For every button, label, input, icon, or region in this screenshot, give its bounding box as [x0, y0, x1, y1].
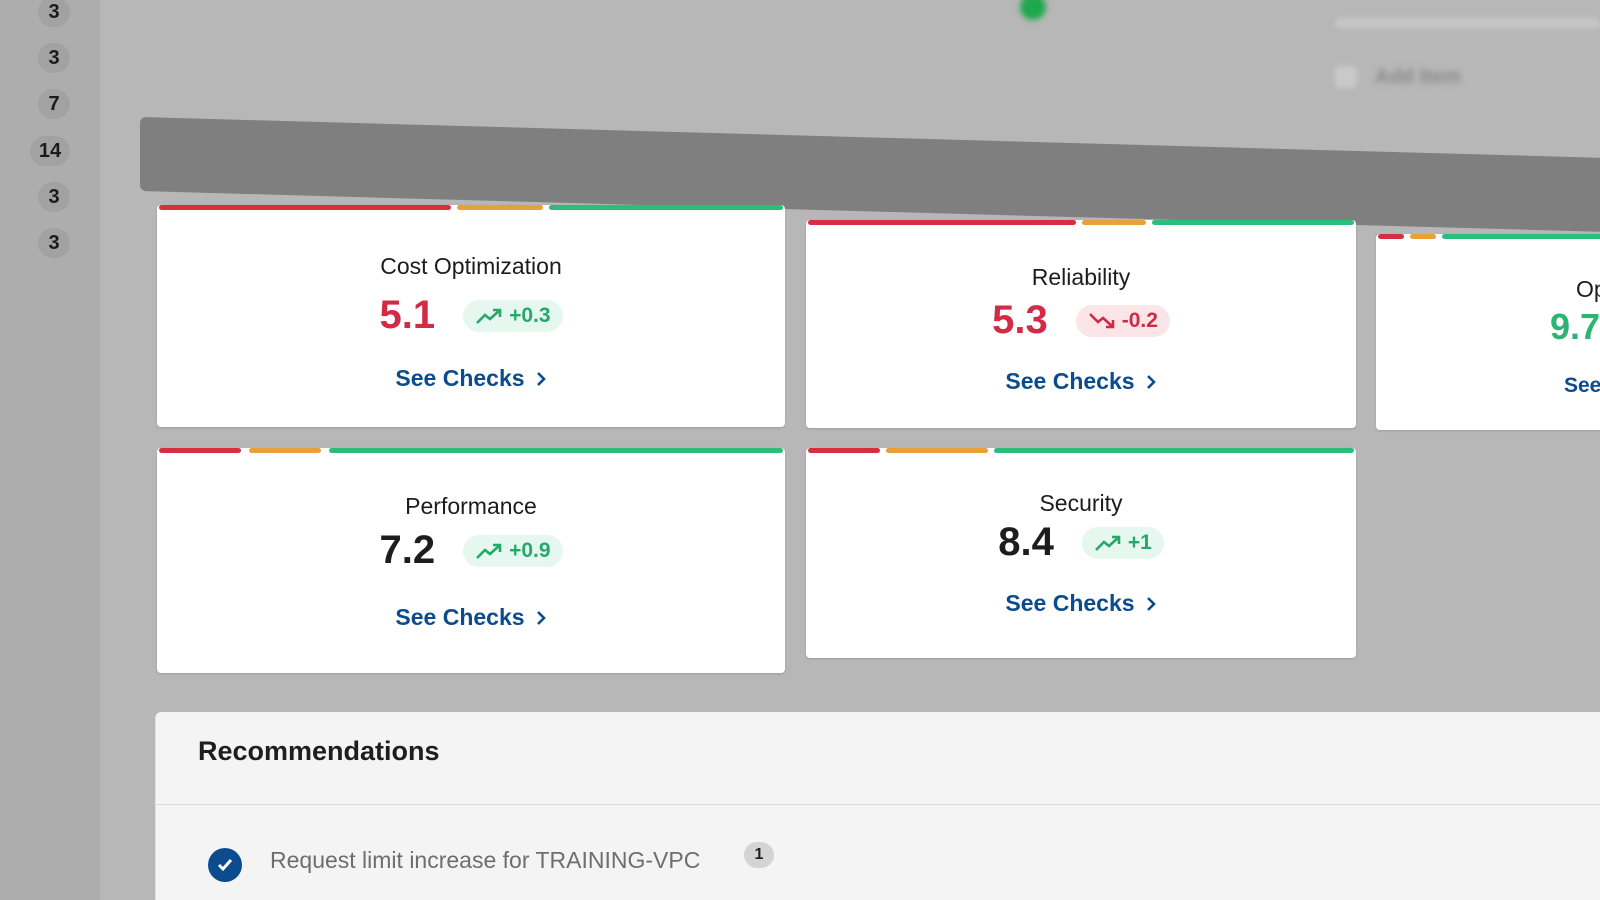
score-card-performance: Performance 7.2 +0.9 See Checks: [157, 448, 785, 673]
see-checks-link[interactable]: See Checks: [157, 604, 785, 631]
chevron-right-icon: [1146, 374, 1156, 389]
score-bar-orange: [886, 448, 988, 453]
count-badge: 3: [38, 228, 70, 258]
recommendation-item[interactable]: Request limit increase for TRAINING-VPC: [270, 847, 701, 873]
score-bar-green: [1442, 234, 1600, 239]
score-card-security: Security 8.4 +1 See Checks: [806, 448, 1356, 658]
add-item-button[interactable]: Add Item: [1375, 66, 1461, 88]
delta-value: -0.2: [1121, 308, 1158, 332]
score-value: 5.1: [379, 293, 436, 337]
card-title: Op: [1576, 276, 1600, 302]
score-bar-red: [159, 205, 451, 210]
see-checks-link[interactable]: See Checks: [806, 368, 1356, 395]
score-bar-red: [808, 448, 880, 453]
count-badge: 3: [38, 43, 70, 73]
count-badge: 14: [30, 136, 70, 166]
check-circle-icon[interactable]: [208, 848, 242, 882]
score-bar-green: [329, 448, 783, 453]
recommendation-count-badge: 1: [744, 842, 774, 868]
delta-badge: -0.2: [1075, 304, 1170, 337]
card-title: Reliability: [1031, 264, 1131, 290]
delta-value: +0.3: [509, 303, 551, 327]
trend-up-icon: [476, 543, 502, 559]
trend-up-icon: [476, 308, 502, 324]
trend-up-icon: [1094, 535, 1121, 551]
trend-down-icon: [1088, 312, 1115, 328]
chevron-right-icon: [1146, 596, 1156, 611]
see-checks-link[interactable]: See Checks: [806, 590, 1356, 617]
score-bar-orange: [249, 448, 321, 453]
see-checks-label: See Checks: [1005, 590, 1135, 616]
score-row: 5.3 -0.2: [806, 298, 1356, 343]
count-badge: 7: [38, 89, 70, 119]
chevron-right-icon: [536, 610, 546, 625]
score-card-operations: Op 9.7 See: [1376, 234, 1600, 430]
count-badge: 3: [38, 182, 70, 212]
header-line: [1335, 18, 1600, 28]
score-value: 7.2: [379, 528, 436, 572]
delta-badge: +1: [1081, 526, 1164, 559]
score-row: 5.1 +0.3: [157, 293, 785, 338]
recommendations-panel: Recommendations Request limit increase f…: [155, 712, 1600, 900]
left-rail: 3 3 7 14 3 3: [0, 0, 100, 900]
score-value: 8.4: [998, 520, 1054, 564]
score-card-reliability: Reliability 5.3 -0.2 See Checks: [806, 220, 1356, 428]
score-bar-orange: [1410, 234, 1436, 239]
see-checks-label: See Checks: [395, 365, 525, 391]
score-bar-red: [808, 220, 1076, 225]
score-bar-orange: [1082, 220, 1146, 225]
delta-badge: +0.9: [463, 534, 563, 567]
status-dot-icon: [1020, 0, 1046, 20]
card-title: Cost Optimization: [380, 253, 562, 279]
score-bar-orange: [457, 205, 543, 210]
divider: [156, 804, 1600, 805]
score-bar-green: [994, 448, 1354, 453]
delta-value: +1: [1127, 530, 1152, 554]
score-bar-green: [549, 205, 783, 210]
see-checks-label: See Checks: [395, 604, 525, 630]
delta-badge: +0.3: [463, 299, 563, 332]
score-row: 7.2 +0.9: [157, 528, 785, 573]
chevron-right-icon: [536, 371, 546, 386]
score-bar-red: [1378, 234, 1404, 239]
add-icon[interactable]: [1335, 66, 1357, 88]
delta-value: +0.9: [509, 538, 551, 562]
score-bar-red: [159, 448, 241, 453]
score-row: 8.4 +1: [806, 520, 1356, 565]
recommendations-title: Recommendations: [198, 736, 440, 766]
card-title: Performance: [405, 493, 537, 519]
see-checks-label: See Checks: [1005, 368, 1135, 394]
score-value: 5.3: [992, 298, 1048, 342]
see-checks-link[interactable]: See Checks: [157, 365, 785, 392]
count-badge: 3: [38, 0, 70, 27]
score-value: 9.7: [1550, 306, 1600, 347]
score-bar-green: [1152, 220, 1354, 225]
card-title: Security: [1039, 490, 1123, 516]
see-checks-link[interactable]: See: [1564, 374, 1600, 397]
score-card-cost-optimization: Cost Optimization 5.1 +0.3 See Checks: [157, 205, 785, 427]
